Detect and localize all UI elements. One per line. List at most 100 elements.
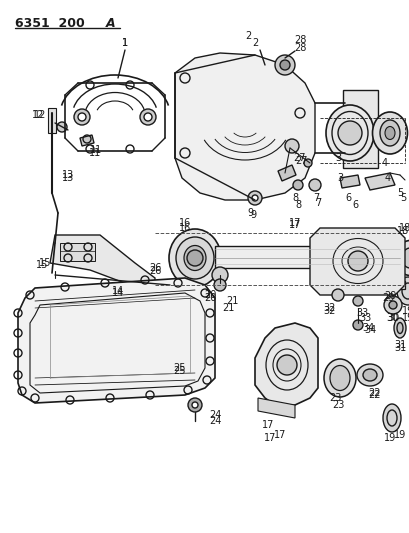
Circle shape: [352, 320, 362, 330]
Text: 23: 23: [328, 393, 340, 403]
Polygon shape: [175, 53, 314, 200]
Text: A: A: [106, 17, 115, 29]
Text: 9: 9: [249, 210, 256, 220]
Circle shape: [57, 122, 67, 132]
Circle shape: [274, 55, 294, 75]
Ellipse shape: [175, 237, 213, 279]
Text: 2: 2: [251, 38, 258, 48]
Circle shape: [74, 109, 90, 125]
Ellipse shape: [169, 229, 220, 287]
Ellipse shape: [384, 126, 394, 140]
Text: 14: 14: [112, 286, 124, 296]
Text: 1: 1: [121, 38, 128, 48]
Bar: [342, 90, 377, 168]
Polygon shape: [339, 175, 359, 188]
Text: 8: 8: [291, 193, 297, 203]
Text: 34: 34: [361, 323, 373, 333]
Text: 19: 19: [383, 433, 395, 443]
Circle shape: [352, 296, 362, 306]
Circle shape: [144, 113, 152, 121]
Text: 31: 31: [393, 343, 405, 353]
Text: 22: 22: [368, 390, 380, 400]
Circle shape: [347, 251, 367, 271]
Text: 26: 26: [148, 266, 161, 276]
Text: 16: 16: [178, 218, 191, 228]
Text: 16: 16: [178, 223, 191, 233]
Polygon shape: [381, 281, 404, 289]
Text: 28: 28: [293, 35, 306, 45]
Text: 21: 21: [225, 296, 238, 306]
Circle shape: [276, 355, 296, 375]
Text: 33: 33: [358, 313, 370, 323]
Text: 33: 33: [355, 308, 367, 318]
Text: 28: 28: [293, 43, 306, 53]
Text: 19: 19: [393, 430, 405, 440]
Text: 17: 17: [263, 433, 276, 443]
Ellipse shape: [325, 105, 373, 161]
Text: 18: 18: [398, 223, 409, 233]
Text: 15: 15: [36, 260, 48, 270]
Text: 21: 21: [221, 303, 234, 313]
Ellipse shape: [396, 322, 402, 334]
Text: 18: 18: [396, 226, 408, 236]
Text: 24: 24: [208, 416, 220, 426]
Text: 4: 4: [381, 158, 387, 168]
Text: 6: 6: [351, 200, 357, 210]
Text: 3: 3: [334, 153, 340, 163]
Circle shape: [279, 60, 289, 70]
Text: 24: 24: [208, 410, 220, 420]
Polygon shape: [80, 135, 94, 146]
Text: 14: 14: [112, 288, 124, 298]
Ellipse shape: [396, 277, 409, 305]
Text: 13: 13: [62, 173, 74, 183]
Circle shape: [211, 267, 227, 283]
Polygon shape: [50, 235, 155, 288]
Text: 25: 25: [173, 366, 186, 376]
Text: 7: 7: [312, 193, 318, 203]
Text: 31: 31: [393, 340, 405, 350]
Text: 15: 15: [39, 258, 51, 268]
Text: 26: 26: [148, 263, 161, 273]
Text: 5: 5: [399, 193, 405, 203]
Text: 11: 11: [90, 145, 102, 155]
Ellipse shape: [329, 366, 349, 391]
Text: 19: 19: [401, 313, 409, 323]
Text: 32: 32: [323, 303, 335, 313]
Text: 17: 17: [288, 220, 301, 230]
Ellipse shape: [379, 120, 399, 146]
Text: 8: 8: [294, 200, 300, 210]
Text: 5: 5: [396, 188, 402, 198]
Circle shape: [292, 180, 302, 190]
Text: 11: 11: [89, 148, 101, 158]
Text: 12: 12: [32, 110, 44, 120]
Circle shape: [308, 179, 320, 191]
Polygon shape: [60, 243, 95, 261]
Ellipse shape: [393, 318, 405, 338]
Text: 29: 29: [381, 293, 393, 303]
Ellipse shape: [362, 369, 376, 381]
Circle shape: [284, 139, 298, 153]
Text: 23: 23: [331, 400, 343, 410]
Circle shape: [388, 301, 396, 309]
Circle shape: [188, 398, 202, 412]
Circle shape: [191, 402, 198, 408]
Text: 13: 13: [62, 170, 74, 180]
Text: 22: 22: [368, 388, 380, 398]
Polygon shape: [364, 173, 394, 190]
Text: 6: 6: [344, 193, 350, 203]
Text: 30: 30: [385, 313, 397, 323]
Polygon shape: [18, 278, 214, 403]
Bar: [48, 108, 56, 133]
Ellipse shape: [356, 364, 382, 386]
Circle shape: [303, 159, 311, 167]
Circle shape: [78, 113, 86, 121]
Text: 27: 27: [295, 156, 308, 166]
Text: 29: 29: [383, 291, 395, 301]
Text: 17: 17: [273, 430, 285, 440]
Circle shape: [252, 195, 257, 201]
Text: 12: 12: [34, 110, 46, 120]
Text: 20: 20: [203, 290, 216, 300]
Circle shape: [331, 289, 343, 301]
Text: 9: 9: [246, 208, 252, 218]
Text: 3: 3: [336, 173, 342, 183]
